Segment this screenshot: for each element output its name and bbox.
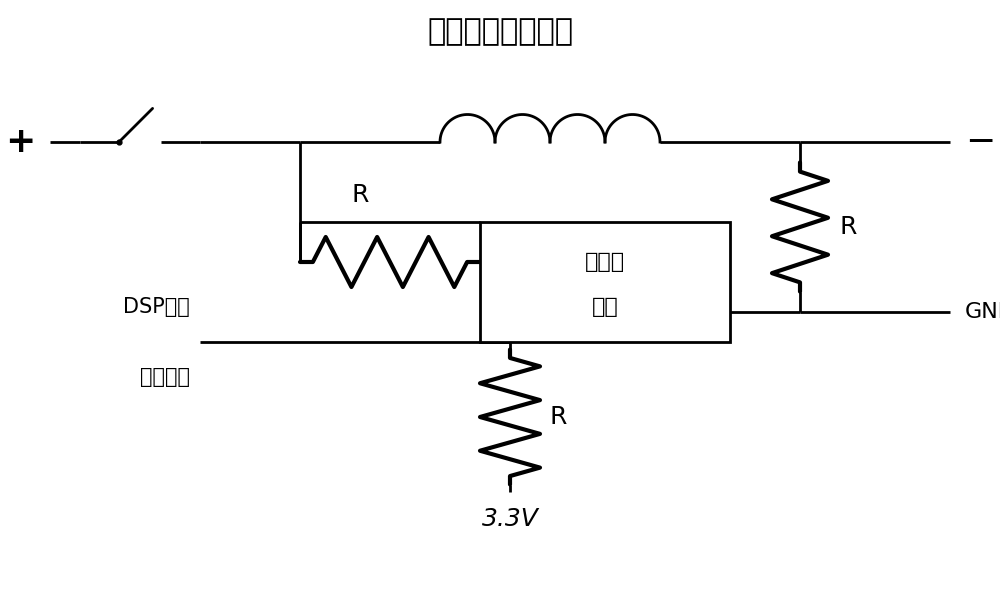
Text: 3.3V: 3.3V <box>482 507 538 531</box>
Text: R: R <box>550 405 567 429</box>
Text: R: R <box>840 215 857 239</box>
Text: 光耦继: 光耦继 <box>585 252 625 272</box>
Text: DSP外部: DSP外部 <box>123 297 190 317</box>
Text: 分闸（合闸）线圈: 分闸（合闸）线圈 <box>427 18 573 47</box>
Text: 电器: 电器 <box>592 297 618 317</box>
Text: +: + <box>5 125 35 159</box>
Text: GND: GND <box>965 302 1000 322</box>
Text: −: − <box>965 125 995 159</box>
Bar <box>480 222 730 342</box>
Text: 中断引脚: 中断引脚 <box>140 367 190 387</box>
Text: R: R <box>351 183 369 207</box>
